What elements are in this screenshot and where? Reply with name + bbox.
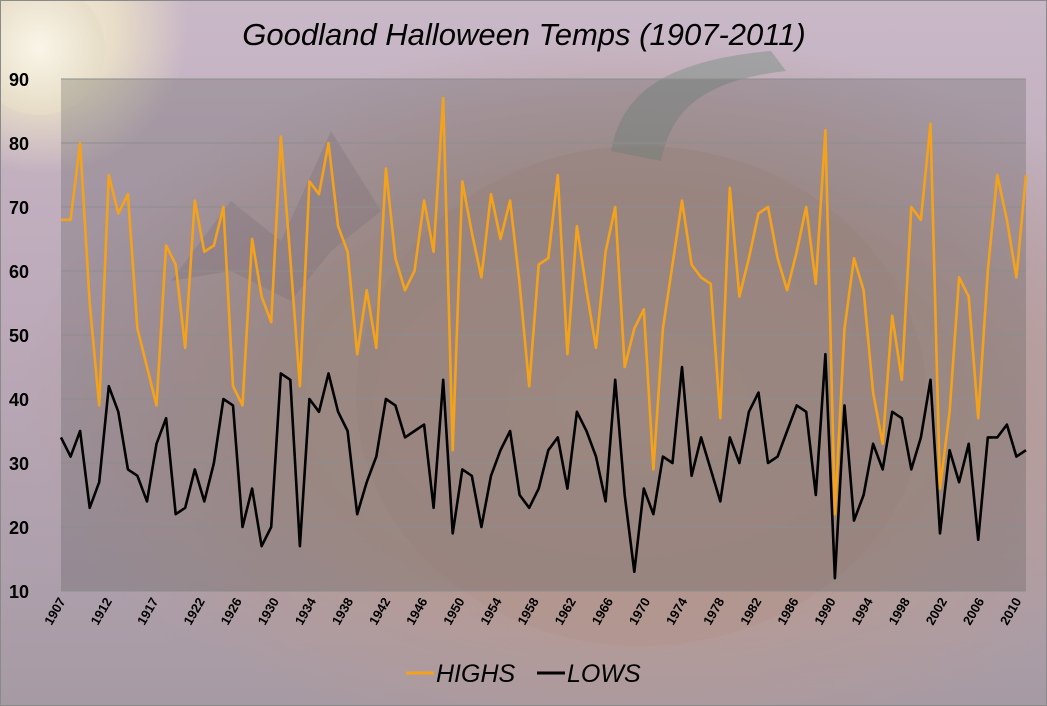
chart-title: Goodland Halloween Temps (1907-2011) — [242, 17, 806, 52]
legend-label-lows: LOWS — [567, 660, 641, 688]
y-tick-label: 70 — [9, 198, 29, 218]
x-tick-label: 1907 — [41, 595, 68, 628]
x-tick-label: 1934 — [292, 594, 320, 627]
x-tick-label: 1938 — [329, 595, 356, 628]
x-tick-label: 2002 — [923, 595, 950, 628]
y-tick-label: 90 — [9, 70, 29, 90]
series-lines — [59, 96, 1028, 580]
x-tick-label: 1998 — [886, 595, 913, 628]
x-tick-label: 1950 — [440, 595, 467, 628]
x-tick-label: 2006 — [960, 595, 987, 628]
x-tick-label: 1930 — [255, 595, 282, 628]
legend: HIGHS LOWS — [406, 660, 641, 688]
y-axis-ticks: 10 20 30 40 50 60 70 80 90 — [9, 70, 29, 602]
gridlines — [61, 78, 1026, 592]
y-tick-label: 60 — [9, 262, 29, 282]
x-tick-label: 1946 — [403, 595, 430, 628]
x-tick-label: 1912 — [88, 595, 115, 628]
series-line-highs — [61, 96, 1028, 516]
y-tick-label: 50 — [9, 326, 29, 346]
y-tick-label: 30 — [9, 454, 29, 474]
x-tick-label: 1926 — [217, 595, 244, 628]
bat-shape — [171, 131, 381, 301]
y-tick-label: 10 — [9, 582, 29, 602]
x-tick-label: 1994 — [848, 594, 876, 627]
x-tick-label: 1990 — [811, 595, 838, 628]
x-tick-label: 2010 — [997, 595, 1024, 628]
y-tick-label: 20 — [9, 518, 29, 538]
legend-label-highs: HIGHS — [436, 660, 516, 688]
x-tick-label: 1942 — [366, 595, 393, 628]
x-tick-label: 1917 — [134, 595, 161, 628]
x-tick-label: 1922 — [180, 595, 207, 628]
y-tick-label: 80 — [9, 134, 29, 154]
series-line-lows — [59, 352, 1027, 580]
y-tick-label: 40 — [9, 390, 29, 410]
moon-shape — [1, 1, 105, 115]
